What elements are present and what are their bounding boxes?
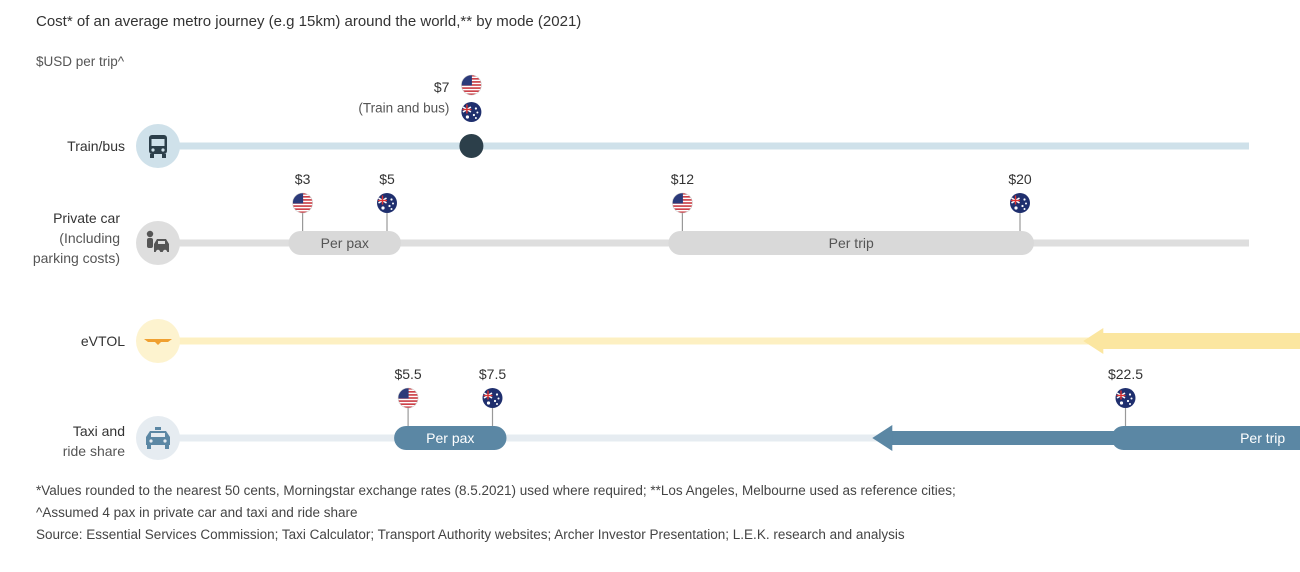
taxi-icon xyxy=(146,427,170,449)
plane-icon xyxy=(144,339,172,345)
row-evtol: eVTOLPer pax$28.5At maturity(L.E.K.)$31.… xyxy=(81,319,1300,363)
value-label: $22.5 xyxy=(1108,366,1143,382)
arrow-shaft-evtol xyxy=(1101,333,1300,349)
row-label-taxi: Taxi and xyxy=(73,423,125,439)
value-label: $5.5 xyxy=(394,366,421,382)
row-label-train: Train/bus xyxy=(67,138,125,154)
value-label: $7 xyxy=(434,79,450,95)
chart-title: Cost* of an average metro journey (e.g 1… xyxy=(36,13,582,30)
band-car-1 xyxy=(668,231,1034,255)
value-label: $5 xyxy=(379,171,395,187)
band-taxi-1 xyxy=(1111,426,1300,450)
point-car-3: $20 xyxy=(1008,171,1032,231)
footnotes: *Values rounded to the nearest 50 cents,… xyxy=(36,480,956,546)
bus-icon xyxy=(149,135,167,158)
row-label-evtol: eVTOL xyxy=(81,333,125,349)
arrow-head-taxi xyxy=(872,425,893,451)
value-label: $12 xyxy=(671,171,695,187)
row-label-car: parking costs) xyxy=(33,250,120,266)
point-train-0: $7 (Train and bus) xyxy=(358,74,484,158)
band-car-0 xyxy=(288,231,401,255)
us-flag-icon xyxy=(672,193,693,213)
row-label-car: Private car xyxy=(53,210,120,226)
band-label-taxi-1: Per trip xyxy=(1240,430,1285,446)
point-car-1: $5 xyxy=(377,171,397,231)
us-flag-icon xyxy=(292,193,313,213)
value-label: $7.5 xyxy=(479,366,506,382)
cost-comparison-chart: Train/bus $7 (Train and bus) Private car (In… xyxy=(33,74,1300,460)
point-car-2: $12 xyxy=(671,171,695,231)
point-taxi-1: $7.5 xyxy=(479,366,506,426)
band-taxi-0 xyxy=(394,426,507,450)
au-flag-icon xyxy=(1010,193,1030,213)
data-dot xyxy=(459,134,484,158)
point-taxi-2: $22.5 xyxy=(1108,366,1143,426)
au-flag-icon xyxy=(377,193,397,213)
note-label: (Train and bus) xyxy=(358,101,449,116)
us-flag-icon xyxy=(398,388,419,408)
chart-unit-label: $USD per trip^ xyxy=(36,54,125,69)
band-label-car-0: Per pax xyxy=(321,235,369,251)
row-train: Train/bus $7 (Train and bus) xyxy=(67,74,1249,168)
car-icon xyxy=(146,230,169,255)
au-flag-icon xyxy=(1115,388,1136,408)
footnote-pax: ^Assumed 4 pax in private car and taxi a… xyxy=(36,505,358,520)
point-taxi-0: $5.5 xyxy=(394,366,422,426)
row-label-taxi: ride share xyxy=(63,443,125,459)
value-label: $3 xyxy=(295,171,311,187)
row-label-car: (Including xyxy=(59,230,120,246)
band-label-car-1: Per trip xyxy=(829,235,874,251)
footnote-source: Source: Essential Services Commission; T… xyxy=(36,527,905,542)
point-car-0: $3 xyxy=(292,171,313,231)
row-car: Private car (Including parking costs) Per p… xyxy=(33,171,1249,266)
arrow-head-evtol xyxy=(1083,328,1104,354)
band-label-taxi-0: Per pax xyxy=(426,430,474,446)
row-taxi: Taxi and ride share Per pax Per trip $5.5 $7.… xyxy=(63,366,1300,460)
footnote-rounding: *Values rounded to the nearest 50 cents,… xyxy=(36,483,956,498)
value-label: $20 xyxy=(1008,171,1032,187)
arrow-shaft-taxi xyxy=(890,431,1134,445)
us-flag-icon xyxy=(461,75,482,95)
au-flag-icon xyxy=(482,388,503,408)
au-flag-icon xyxy=(461,102,482,122)
